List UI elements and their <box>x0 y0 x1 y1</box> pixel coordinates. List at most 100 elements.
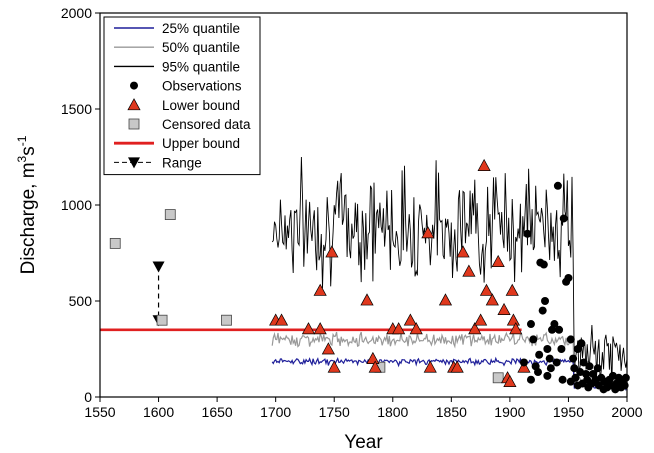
observation-point <box>523 229 532 238</box>
x-tick-label: 1850 <box>436 404 467 420</box>
censored-data-point <box>109 237 121 249</box>
lower-bound-point <box>450 360 464 373</box>
legend-label: Observations <box>162 79 242 94</box>
legend-symbol-7 <box>128 157 140 169</box>
observation-point <box>539 260 548 269</box>
observation-point <box>566 377 575 386</box>
x-tick-label: 1700 <box>260 404 291 420</box>
legend-label: Upper bound <box>162 136 240 151</box>
y-tick-label: 1500 <box>61 101 92 117</box>
series-95-quantile <box>271 156 628 386</box>
x-tick-label: 1800 <box>377 404 408 420</box>
observation-point <box>577 339 586 348</box>
observation-point <box>570 364 579 373</box>
y-axis-title-sup1: 3 <box>15 155 29 162</box>
legend-label: Range <box>162 155 202 170</box>
lower-bound-point <box>313 322 327 335</box>
x-tick-label: 1550 <box>84 404 115 420</box>
observation-point <box>573 345 582 353</box>
observation-point <box>578 379 587 388</box>
lower-bound-point <box>497 302 511 315</box>
observation-point <box>564 273 573 282</box>
lower-bound-point <box>491 254 505 267</box>
legend-label: Lower bound <box>162 98 240 113</box>
lower-bound-point <box>506 313 520 326</box>
lower-bound-point <box>468 322 482 335</box>
observation-point <box>519 358 528 367</box>
lower-bound-point <box>366 351 380 364</box>
observation-point <box>557 345 566 353</box>
observation-point <box>533 368 542 377</box>
y-axis-title-sup2: -1 <box>15 135 29 146</box>
x-tick-label: 1600 <box>143 404 174 420</box>
observation-point <box>543 345 552 353</box>
x-tick-label: 1750 <box>319 404 350 420</box>
observation-point <box>526 375 535 384</box>
observation-point <box>526 320 535 329</box>
observation-point <box>553 181 562 190</box>
observation-point <box>550 320 559 329</box>
lower-bound-point <box>421 226 435 239</box>
lower-bound-point <box>474 313 488 326</box>
lower-bound-point <box>517 360 531 373</box>
legend-label: 95% quantile <box>162 59 240 74</box>
legend: 25% quantile 50% quantile 95% quantile Obse… <box>103 16 261 176</box>
legend-label: 50% quantile <box>162 40 240 55</box>
legend-symbol-5 <box>128 118 140 130</box>
lower-bound-point <box>301 322 316 335</box>
observation-point <box>593 364 602 373</box>
lower-bound-point <box>403 313 417 326</box>
observation-point <box>543 371 552 380</box>
censored-data-point <box>156 314 168 326</box>
markers-layer <box>109 158 630 394</box>
lower-bound-point <box>423 360 437 373</box>
lower-bound-point <box>368 360 382 373</box>
legend-symbol-4 <box>127 98 141 111</box>
observation-point <box>552 358 561 367</box>
y-axis-title-s: s <box>18 146 39 156</box>
censored-data-point <box>492 372 504 384</box>
series-25-quantile <box>271 356 628 392</box>
observation-point <box>569 354 578 363</box>
lower-bound-point <box>360 293 374 306</box>
observation-point <box>545 354 554 363</box>
observation-point <box>566 335 575 344</box>
y-axis-title-main: Discharge, m <box>18 162 39 274</box>
series-layer <box>100 156 628 392</box>
x-tick-label: 1950 <box>553 404 584 420</box>
lower-bound-point <box>479 283 494 296</box>
observation-point <box>538 306 547 315</box>
lower-bound-point <box>327 360 341 373</box>
legend-box <box>103 16 261 176</box>
y-axis-title: Discharge, m3s-1 <box>15 135 39 274</box>
observation-point <box>546 364 555 373</box>
observation-point <box>559 214 568 223</box>
observation-point <box>579 358 588 367</box>
x-tick-label: 1650 <box>202 404 233 420</box>
y-tick-label: 500 <box>69 293 93 309</box>
lower-bound-point <box>485 293 499 306</box>
lower-bound-point <box>477 158 491 171</box>
observation-point <box>535 350 544 359</box>
lower-bound-point <box>313 283 327 296</box>
observation-point <box>555 325 564 334</box>
observation-point <box>584 383 593 392</box>
lower-bound-point <box>325 245 339 258</box>
legend-label: Censored data <box>162 117 251 132</box>
lower-bound-point <box>456 245 470 258</box>
lower-bound-point <box>509 322 523 335</box>
censored-data-point <box>221 314 232 326</box>
censored-data-point <box>164 209 176 221</box>
y-tick-label: 2000 <box>61 5 92 21</box>
lower-bound-point <box>505 283 519 296</box>
range-marker-high <box>152 261 165 273</box>
x-tick-label: 2000 <box>611 404 642 420</box>
observation-point <box>529 335 538 344</box>
lower-bound-point <box>274 313 289 326</box>
lower-bound-point <box>503 374 517 387</box>
observation-point <box>558 375 567 384</box>
observation-point <box>585 362 594 371</box>
x-axis-title: Year <box>344 432 383 453</box>
axes: 1550 1600 1650 1700 1750 1800 1850 1900 1950 2000… <box>61 5 643 420</box>
